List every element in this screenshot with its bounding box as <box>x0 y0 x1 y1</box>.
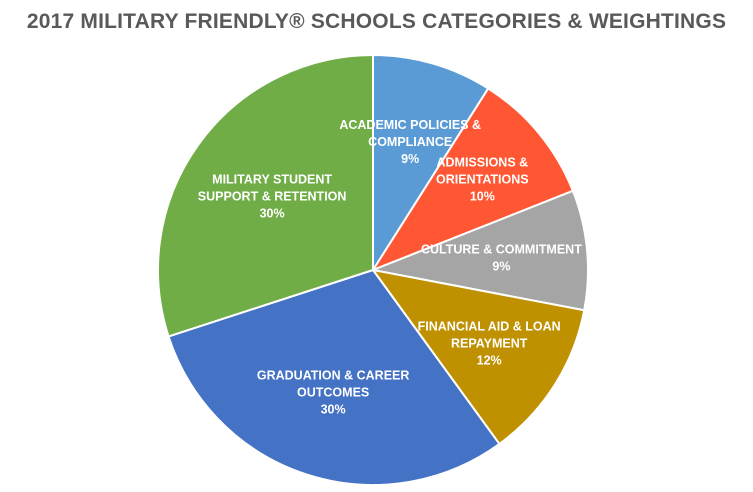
chart-title: 2017 MILITARY FRIENDLY® SCHOOLS CATEGORI… <box>26 10 727 33</box>
slice-value-label: 9% <box>492 259 510 273</box>
slice-category-label: COMPLIANCE <box>368 135 452 149</box>
slice-category-label: OUTCOMES <box>297 386 369 400</box>
slice-label-military-student-support-and-retention: MILITARY STUDENT SUPPORT & RETENTION 30% <box>198 173 347 221</box>
slice-value-label: 9% <box>401 152 419 166</box>
slice-category-label: MILITARY STUDENT <box>212 173 332 187</box>
slice-label-graduation-and-career-outcomes: GRADUATION & CAREER OUTCOMES 30% <box>257 369 410 417</box>
slice-value-label: 30% <box>260 207 285 221</box>
slice-category-label: GRADUATION & CAREER <box>257 369 410 383</box>
pie-slice-academic-policies-and-compliance <box>372 53 490 274</box>
pie-slice-military-student-support-and-retention <box>157 53 374 338</box>
slice-category-label: ADMISSIONS & <box>436 156 528 170</box>
pie-slice-culture-and-commitment <box>369 189 589 312</box>
slice-category-label: ACADEMIC POLICIES & <box>339 118 481 132</box>
slice-label-financial-aid-and-loan-repayment: FINANCIAL AID & LOAN REPAYMENT 12% <box>418 320 561 368</box>
pie-slice-admissions-and-orientations <box>370 87 575 273</box>
slice-category-label: CULTURE & COMMITMENT <box>421 242 582 256</box>
slice-category-label: REPAYMENT <box>451 337 528 351</box>
slice-value-label: 10% <box>470 190 495 204</box>
slice-category-label: FINANCIAL AID & LOAN <box>418 320 561 334</box>
slice-label-culture-and-commitment: CULTURE & COMMITMENT 9% <box>421 242 582 273</box>
slice-category-label: ORIENTATIONS <box>436 173 529 187</box>
slice-label-admissions-and-orientations: ADMISSIONS & ORIENTATIONS 10% <box>436 156 529 204</box>
slice-value-label: 12% <box>477 354 502 368</box>
pie-slice-financial-aid-and-loan-repayment <box>370 268 586 446</box>
slice-category-label: SUPPORT & RETENTION <box>198 190 347 204</box>
slice-value-label: 30% <box>321 403 346 417</box>
slice-label-academic-policies-and-compliance: ACADEMIC POLICIES & COMPLIANCE 9% <box>339 118 481 166</box>
pie-slice-graduation-and-career-outcomes <box>167 268 501 486</box>
